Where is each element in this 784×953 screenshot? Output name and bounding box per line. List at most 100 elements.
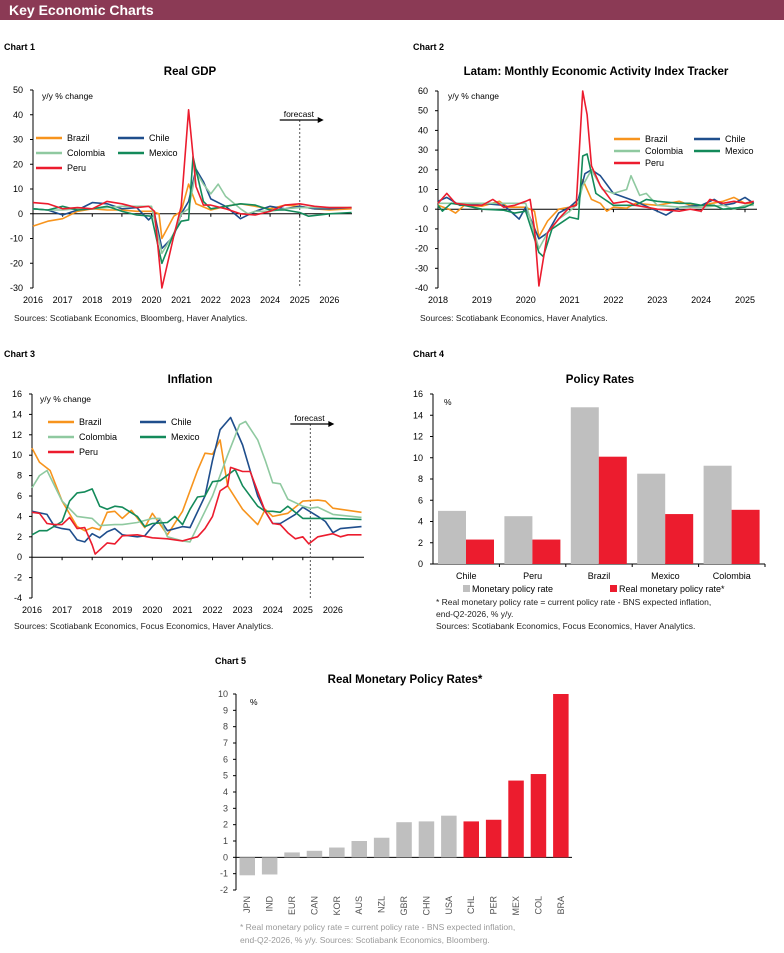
chart-5-bar-eur bbox=[284, 852, 300, 858]
chart-5-note-1: * Real monetary policy rate = current po… bbox=[240, 922, 516, 932]
chart-3-title: Inflation bbox=[167, 374, 213, 386]
chart-3-x-tick-label: 2022 bbox=[203, 605, 223, 615]
chart-1-forecast-arrowhead bbox=[317, 117, 324, 123]
chart-2-y-tick-label: 50 bbox=[418, 106, 428, 116]
chart-2-y-tick-label: 60 bbox=[418, 86, 428, 96]
chart-1-line-chile bbox=[32, 168, 352, 250]
chart-5-y-tick-label: -1 bbox=[220, 869, 228, 879]
chart-3-forecast-arrowhead bbox=[328, 421, 335, 427]
chart-1-x-tick-label: 2023 bbox=[230, 295, 250, 305]
chart-5-x-tick-label: COL bbox=[533, 896, 543, 915]
chart-2-y-tick-label: 40 bbox=[418, 125, 428, 135]
chart-5-bar-kor bbox=[329, 847, 345, 858]
chart-4-bar-real-colombia bbox=[731, 509, 760, 564]
chart-5-y-tick-label: 2 bbox=[223, 820, 228, 830]
chart-4-y-tick-label: 6 bbox=[418, 495, 423, 505]
chart-5-label: Chart 5 bbox=[215, 656, 247, 666]
chart-1-x-tick-label: 2026 bbox=[319, 295, 339, 305]
chart-1-label: Chart 1 bbox=[4, 42, 36, 52]
chart-4-x-tick-label: Chile bbox=[456, 571, 477, 581]
chart-4-bar-real-peru bbox=[532, 539, 561, 564]
chart-4-y-tick-label: 4 bbox=[418, 517, 423, 527]
chart-1-x-tick-label: 2022 bbox=[201, 295, 221, 305]
chart-3-y-axis-label: y/y % change bbox=[40, 394, 91, 404]
chart-4-legend-label-monetary: Monetary policy rate bbox=[472, 584, 553, 594]
chart-3-y-tick-label: 2 bbox=[17, 532, 22, 542]
chart-4-legend-swatch-real bbox=[610, 585, 617, 592]
chart-5-y-tick-label: 4 bbox=[223, 787, 228, 797]
chart-4-y-tick-label: 14 bbox=[413, 410, 423, 420]
chart-3-line-mexico bbox=[31, 468, 362, 536]
chart-5-title: Real Monetary Policy Rates* bbox=[327, 674, 483, 686]
chart-2-y-axis-label: y/y % change bbox=[448, 91, 499, 101]
chart-4-source: Sources: Scotiabank Economics, Focus Eco… bbox=[436, 621, 696, 631]
chart-3-x-tick-label: 2024 bbox=[263, 605, 283, 615]
chart-2-y-tick-label: -20 bbox=[415, 244, 428, 254]
chart-2-source: Sources: Scotiabank Economics, Haver Ana… bbox=[420, 313, 608, 323]
chart-3-forecast-label: forecast bbox=[294, 413, 325, 423]
chart-3-line-brazil bbox=[31, 439, 362, 536]
chart-4-y-tick-label: 16 bbox=[413, 389, 423, 399]
chart-1-line-peru bbox=[32, 109, 352, 289]
chart-2-y-tick-label: 10 bbox=[418, 185, 428, 195]
chart-3-legend-label-mexico: Mexico bbox=[171, 432, 200, 442]
chart-2-x-tick-label: 2023 bbox=[647, 295, 667, 305]
chart-4-bar-real-chile bbox=[466, 539, 494, 564]
chart-5-bar-per bbox=[485, 819, 502, 858]
chart-4-y-tick-label: 12 bbox=[413, 432, 423, 442]
chart-3-line-peru bbox=[31, 466, 362, 555]
chart-5-bar-nzl bbox=[373, 837, 390, 858]
chart-5-bar-bra bbox=[553, 694, 569, 858]
chart-3-line-chile bbox=[31, 416, 362, 543]
chart-4-note-1: * Real monetary policy rate = current po… bbox=[436, 597, 712, 607]
chart-2-x-tick-label: 2025 bbox=[735, 295, 755, 305]
chart-4-y-tick-label: 8 bbox=[418, 474, 423, 484]
chart-1-y-tick-label: 20 bbox=[13, 159, 23, 169]
chart-1-title: Real GDP bbox=[163, 66, 217, 78]
chart-4-bar-monetary-chile bbox=[438, 510, 466, 564]
chart-5-x-tick-label: IND bbox=[265, 896, 275, 912]
chart-4-label: Chart 4 bbox=[413, 349, 445, 359]
chart-5-x-tick-label: EUR bbox=[287, 896, 297, 916]
chart-4-note-2: end-Q2-2026, % y/y. bbox=[436, 609, 514, 619]
chart-5-bar-aus bbox=[351, 841, 367, 858]
chart-1-x-tick-label: 2017 bbox=[53, 295, 73, 305]
chart-5-y-tick-label: 5 bbox=[223, 771, 228, 781]
chart-5-x-tick-label: NZL bbox=[377, 896, 387, 913]
chart-1-legend-label-peru: Peru bbox=[67, 163, 86, 173]
chart-3-y-tick-label: 0 bbox=[17, 552, 22, 562]
chart-5-y-tick-label: -2 bbox=[220, 885, 228, 895]
chart-5-y-tick-label: 10 bbox=[218, 689, 228, 699]
chart-3-y-tick-label: 16 bbox=[12, 389, 22, 399]
chart-1-legend-label-colombia: Colombia bbox=[67, 148, 105, 158]
chart-5-x-tick-label: PER bbox=[489, 896, 499, 915]
chart-5-bar-can bbox=[306, 850, 323, 858]
chart-2-x-tick-label: 2024 bbox=[691, 295, 711, 305]
chart-3-y-tick-label: 6 bbox=[17, 491, 22, 501]
chart-4-bar-monetary-brazil bbox=[570, 407, 599, 564]
chart-5-bar-chn bbox=[418, 821, 435, 858]
chart-1-y-tick-label: 40 bbox=[13, 110, 23, 120]
chart-3-x-tick-label: 2021 bbox=[172, 605, 192, 615]
chart-5-bar-usa bbox=[441, 815, 457, 858]
chart-5-x-tick-label: GBR bbox=[399, 896, 409, 916]
chart-4-legend-swatch-monetary bbox=[463, 585, 470, 592]
chart-2-line-peru bbox=[437, 90, 754, 287]
chart-1-legend-label-chile: Chile bbox=[149, 133, 170, 143]
chart-2-legend-label-mexico: Mexico bbox=[725, 146, 754, 156]
chart-3-x-tick-label: 2023 bbox=[233, 605, 253, 615]
chart-5-bar-jpn bbox=[239, 857, 255, 876]
chart-2-y-tick-label: 30 bbox=[418, 145, 428, 155]
chart-3-y-tick-label: 10 bbox=[12, 450, 22, 460]
chart-5-y-tick-label: 1 bbox=[223, 836, 228, 846]
chart-2-x-tick-label: 2019 bbox=[472, 295, 492, 305]
chart-1-y-tick-label: -10 bbox=[10, 234, 23, 244]
chart-4-bar-monetary-peru bbox=[504, 516, 533, 564]
chart-5-y-tick-label: 8 bbox=[223, 722, 228, 732]
chart-3-x-tick-label: 2026 bbox=[323, 605, 343, 615]
chart-5-x-tick-label: CHN bbox=[421, 896, 431, 916]
chart-1-x-tick-label: 2019 bbox=[112, 295, 132, 305]
chart-5-note-2: end-Q2-2026, % y/y. Sources: Scotiabank … bbox=[240, 935, 490, 945]
chart-4-bar-monetary-mexico bbox=[637, 473, 666, 564]
